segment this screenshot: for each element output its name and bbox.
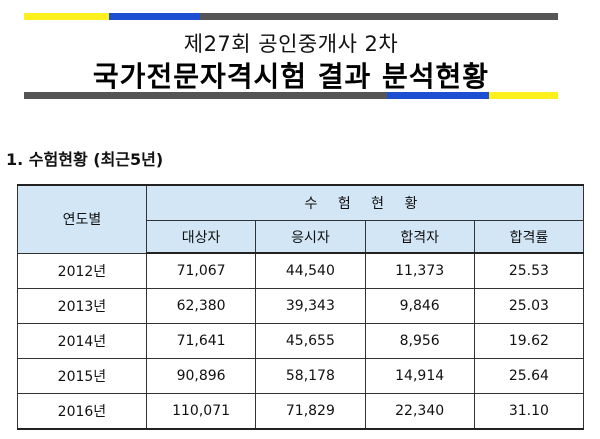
- table-header-row: 연도별 수 험 현 황: [17, 184, 585, 254]
- year-cell: 2013년: [17, 288, 147, 324]
- data-cell: 31.10: [473, 393, 585, 430]
- section-title: 수험현황: [28, 150, 88, 169]
- banner-top-stripe: [24, 13, 558, 20]
- group-column-header: 수 험 현 황: [145, 184, 585, 221]
- column-header: 합격자: [364, 220, 475, 254]
- data-cell: 62,380: [145, 288, 257, 324]
- data-cell: 8,956: [364, 323, 475, 359]
- table-row: 2013년 62,380 39,343 9,846 25.03: [17, 288, 585, 324]
- stripe-blue: [387, 92, 489, 99]
- stripe-blue: [109, 13, 201, 20]
- banner-subtitle: 제27회 공인중개사 2차: [183, 32, 399, 56]
- section-subtitle: (최근5년): [93, 150, 164, 169]
- data-cell: 22,340: [364, 393, 475, 430]
- data-cell: 90,896: [145, 358, 257, 394]
- table-row: 2012년 71,067 44,540 11,373 25.53: [17, 252, 585, 289]
- title-banner: 제27회 공인중개사 2차 국가전문자격시험 결과 분석현황: [24, 13, 558, 99]
- data-cell: 11,373: [364, 252, 475, 289]
- exam-stats-table: 연도별 수 험 현 황 대상자 응시자 합격자 합격률 2012년 71,067…: [17, 184, 585, 430]
- table-row: 2014년 71,641 45,655 8,956 19.62: [17, 323, 585, 359]
- year-cell: 2016년: [17, 393, 147, 430]
- table-row: 2015년 90,896 58,178 14,914 25.64: [17, 358, 585, 394]
- data-cell: 25.64: [473, 358, 585, 394]
- stripe-yellow: [488, 92, 558, 99]
- year-cell: 2012년: [17, 252, 147, 289]
- table-subheader-row: 대상자 응시자 합격자 합격률: [18, 220, 585, 254]
- banner-bottom-stripe: [24, 92, 558, 99]
- data-cell: 25.53: [473, 252, 585, 289]
- data-cell: 19.62: [473, 323, 585, 359]
- data-cell: 110,071: [145, 393, 257, 430]
- column-header: 응시자: [255, 220, 366, 254]
- data-cell: 25.03: [473, 288, 585, 324]
- table-row: 2016년 110,071 71,829 22,340 31.10: [17, 393, 585, 430]
- stripe-yellow: [24, 13, 110, 20]
- year-cell: 2015년: [17, 358, 147, 394]
- column-header: 합격률: [473, 220, 585, 254]
- year-column-header: 연도별: [17, 184, 147, 254]
- column-header: 대상자: [145, 220, 257, 254]
- stripe-gray: [24, 92, 388, 99]
- data-cell: 71,067: [145, 252, 257, 289]
- data-cell: 14,914: [364, 358, 475, 394]
- banner-title: 국가전문자격시험 결과 분석현황: [92, 60, 490, 93]
- data-cell: 71,829: [255, 393, 366, 430]
- stripe-gray: [200, 13, 558, 20]
- data-cell: 9,846: [364, 288, 475, 324]
- section-heading: 1. 수험현황 (최근5년): [6, 146, 163, 170]
- data-cell: 44,540: [255, 252, 366, 289]
- data-cell: 58,178: [255, 358, 366, 394]
- data-cell: 39,343: [255, 288, 366, 324]
- data-cell: 45,655: [255, 323, 366, 359]
- data-cell: 71,641: [145, 323, 257, 359]
- year-cell: 2014년: [17, 323, 147, 359]
- section-number: 1.: [6, 150, 24, 169]
